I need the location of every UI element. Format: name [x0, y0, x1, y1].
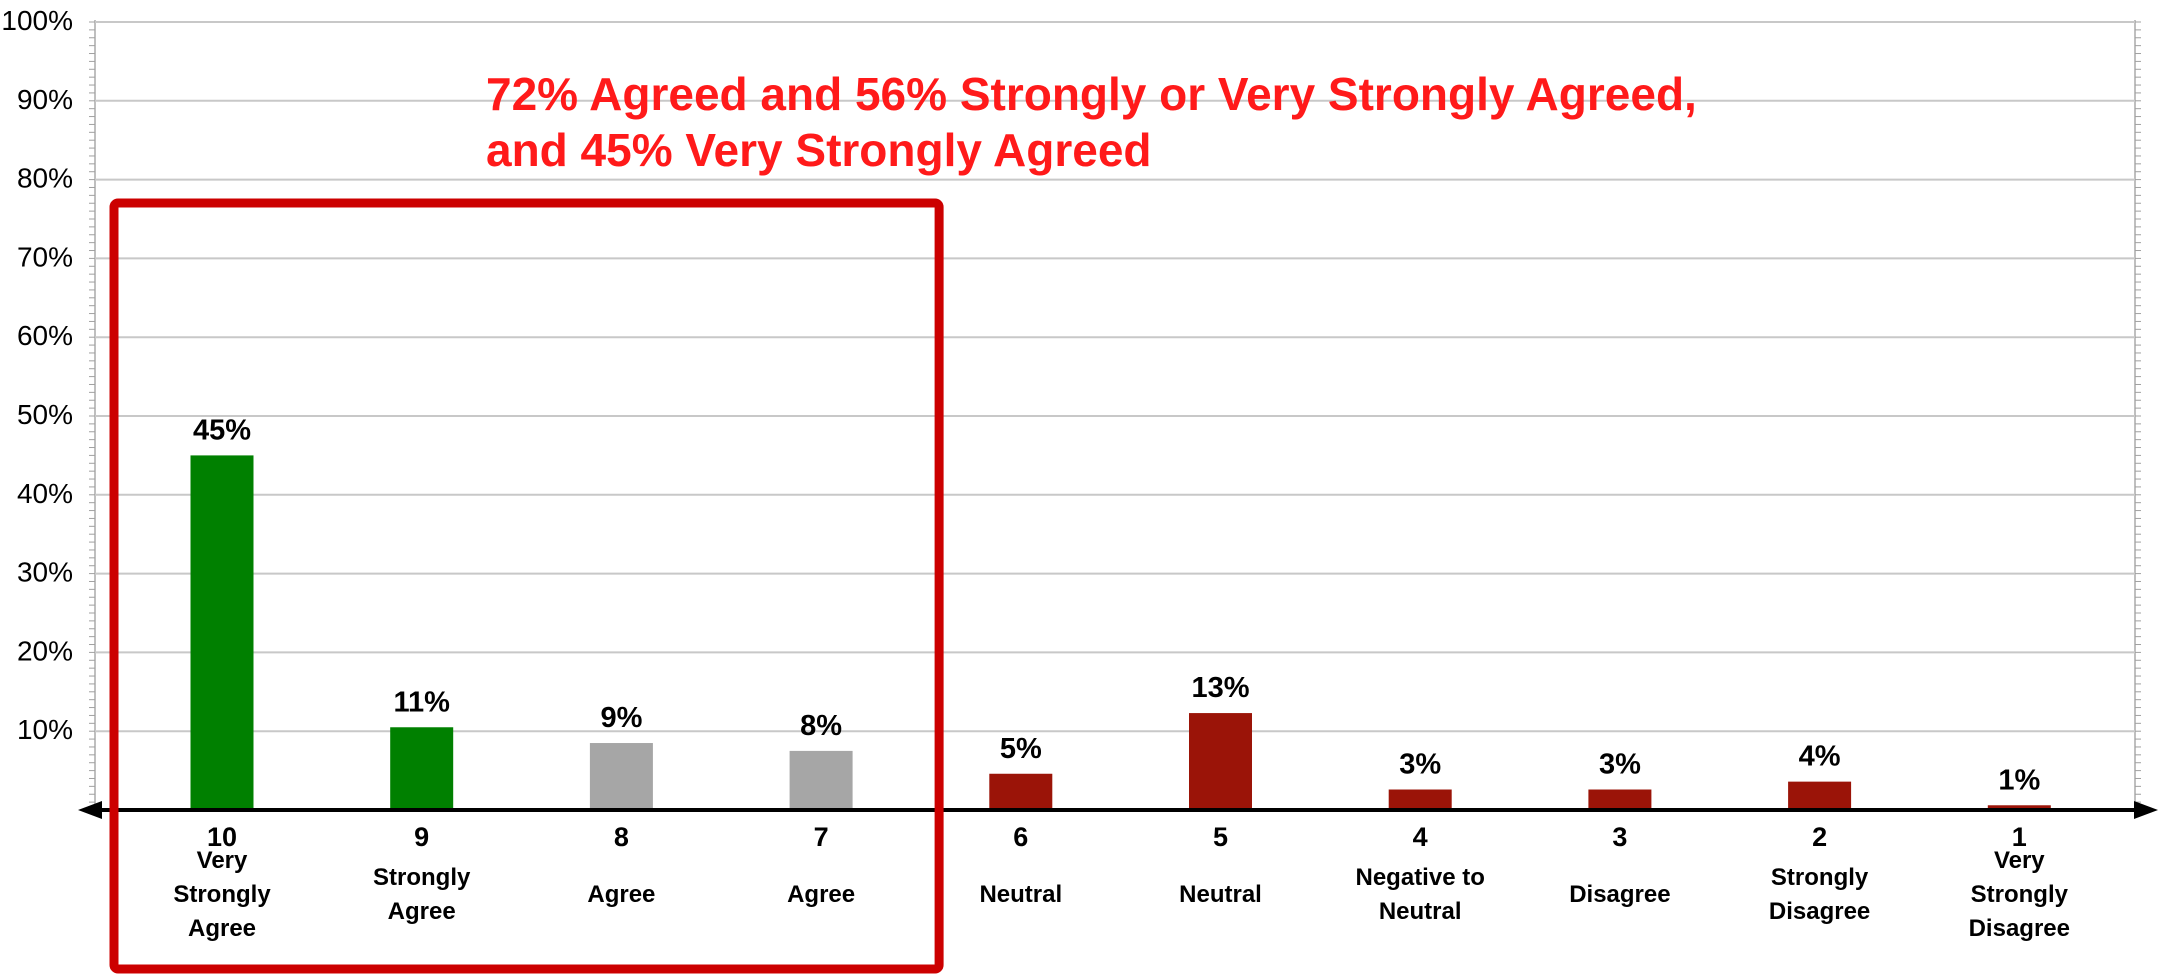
category-label: Strongly Disagree	[1769, 864, 1870, 925]
bar	[390, 727, 454, 810]
category-label: Very Strongly Agree	[173, 847, 271, 942]
highlight-box	[109, 198, 944, 974]
x-axis-left-arrow	[78, 801, 102, 819]
bar	[1788, 781, 1852, 810]
bar	[1189, 713, 1252, 810]
category-number: 6	[1013, 822, 1028, 852]
bar-value-label: 4%	[1799, 741, 1841, 773]
y-tick-label: 40%	[17, 478, 73, 509]
category-label-line: Agree	[388, 898, 456, 925]
bar-value-label: 5%	[1000, 733, 1042, 765]
data-labels: 45% 11% 9% 8% 5% 13% 3% 3% 4% 1%	[193, 414, 2040, 796]
category-label: Negative to Neutral	[1356, 864, 1485, 925]
category-label-line: Neutral	[1379, 898, 1462, 925]
category-label-line: Very	[197, 847, 248, 874]
category-label: Agree	[587, 881, 655, 908]
y-tick-label: 10%	[17, 714, 73, 745]
category-number: 5	[1213, 822, 1228, 852]
bar	[1987, 805, 2051, 810]
category-label-line: Strongly	[173, 881, 271, 908]
category-label-line: Agree	[787, 881, 855, 908]
y-tick-label: 20%	[17, 635, 73, 666]
bar-value-label: 13%	[1191, 672, 1249, 704]
category-label-line: Strongly	[1771, 864, 1869, 891]
category-label-line: Disagree	[1769, 898, 1870, 925]
bar-value-label: 3%	[1599, 749, 1641, 781]
bar-value-label: 1%	[1998, 764, 2040, 796]
x-axis	[78, 801, 2158, 819]
category-label-line: Agree	[188, 915, 256, 942]
y-tick-label: 100%	[1, 5, 73, 36]
category-label: Disagree	[1569, 881, 1670, 908]
bar	[1588, 789, 1652, 810]
category-number: 7	[814, 822, 829, 852]
highlight-box-layer	[109, 198, 944, 974]
category-label-line: Strongly	[1971, 881, 2069, 908]
chart-annotation: 72% Agreed and 56% Strongly or Very Stro…	[486, 66, 1886, 178]
category-label-line: Disagree	[1569, 881, 1670, 908]
annotation-line-1: 72% Agreed and 56% Strongly or Very Stro…	[486, 68, 1697, 120]
category-number: 2	[1812, 822, 1827, 852]
bar-value-label: 3%	[1399, 749, 1441, 781]
y-tick-label: 70%	[17, 241, 73, 272]
category-label: Agree	[787, 881, 855, 908]
bar	[1388, 789, 1452, 810]
category-label: Neutral	[1179, 881, 1262, 908]
category-label-line: Neutral	[979, 881, 1062, 908]
category-number: 8	[614, 822, 629, 852]
annotation-line-2: and 45% Very Strongly Agreed	[486, 124, 1152, 176]
category-label-line: Neutral	[1179, 881, 1262, 908]
category-number: 10	[207, 822, 237, 852]
category-number: 9	[414, 822, 429, 852]
bar	[190, 455, 254, 810]
x-axis-right-arrow	[2134, 801, 2158, 819]
bar-value-label: 45%	[193, 414, 251, 446]
y-tick-label: 60%	[17, 320, 73, 351]
y-tick-label: 30%	[17, 557, 73, 588]
category-number: 4	[1413, 822, 1428, 852]
bar-value-label: 11%	[393, 686, 450, 718]
category-label: Strongly Agree	[373, 864, 471, 925]
bar-value-label: 8%	[800, 710, 842, 742]
category-label-line: Negative to	[1356, 864, 1485, 891]
category-label-line: Disagree	[1969, 915, 2070, 942]
category-number: 3	[1612, 822, 1627, 852]
category-label-line: Very	[1994, 847, 2045, 874]
bar	[989, 773, 1053, 810]
category-label: Neutral	[979, 881, 1062, 908]
bar	[789, 750, 853, 810]
y-tick-label: 90%	[17, 84, 73, 115]
y-axis: 10% 20% 30% 40% 50% 60% 70% 80% 90% 100%	[1, 5, 73, 745]
bar	[589, 743, 653, 810]
category-label-line: Strongly	[373, 864, 471, 891]
bars	[190, 455, 2051, 810]
category-label: Very Strongly Disagree	[1969, 847, 2070, 942]
bar-value-label: 9%	[600, 702, 642, 734]
gridlines	[89, 20, 2141, 810]
category-label-line: Agree	[587, 881, 655, 908]
y-tick-label: 80%	[17, 163, 73, 194]
category-number: 1	[2012, 822, 2027, 852]
y-tick-label: 50%	[17, 399, 73, 430]
